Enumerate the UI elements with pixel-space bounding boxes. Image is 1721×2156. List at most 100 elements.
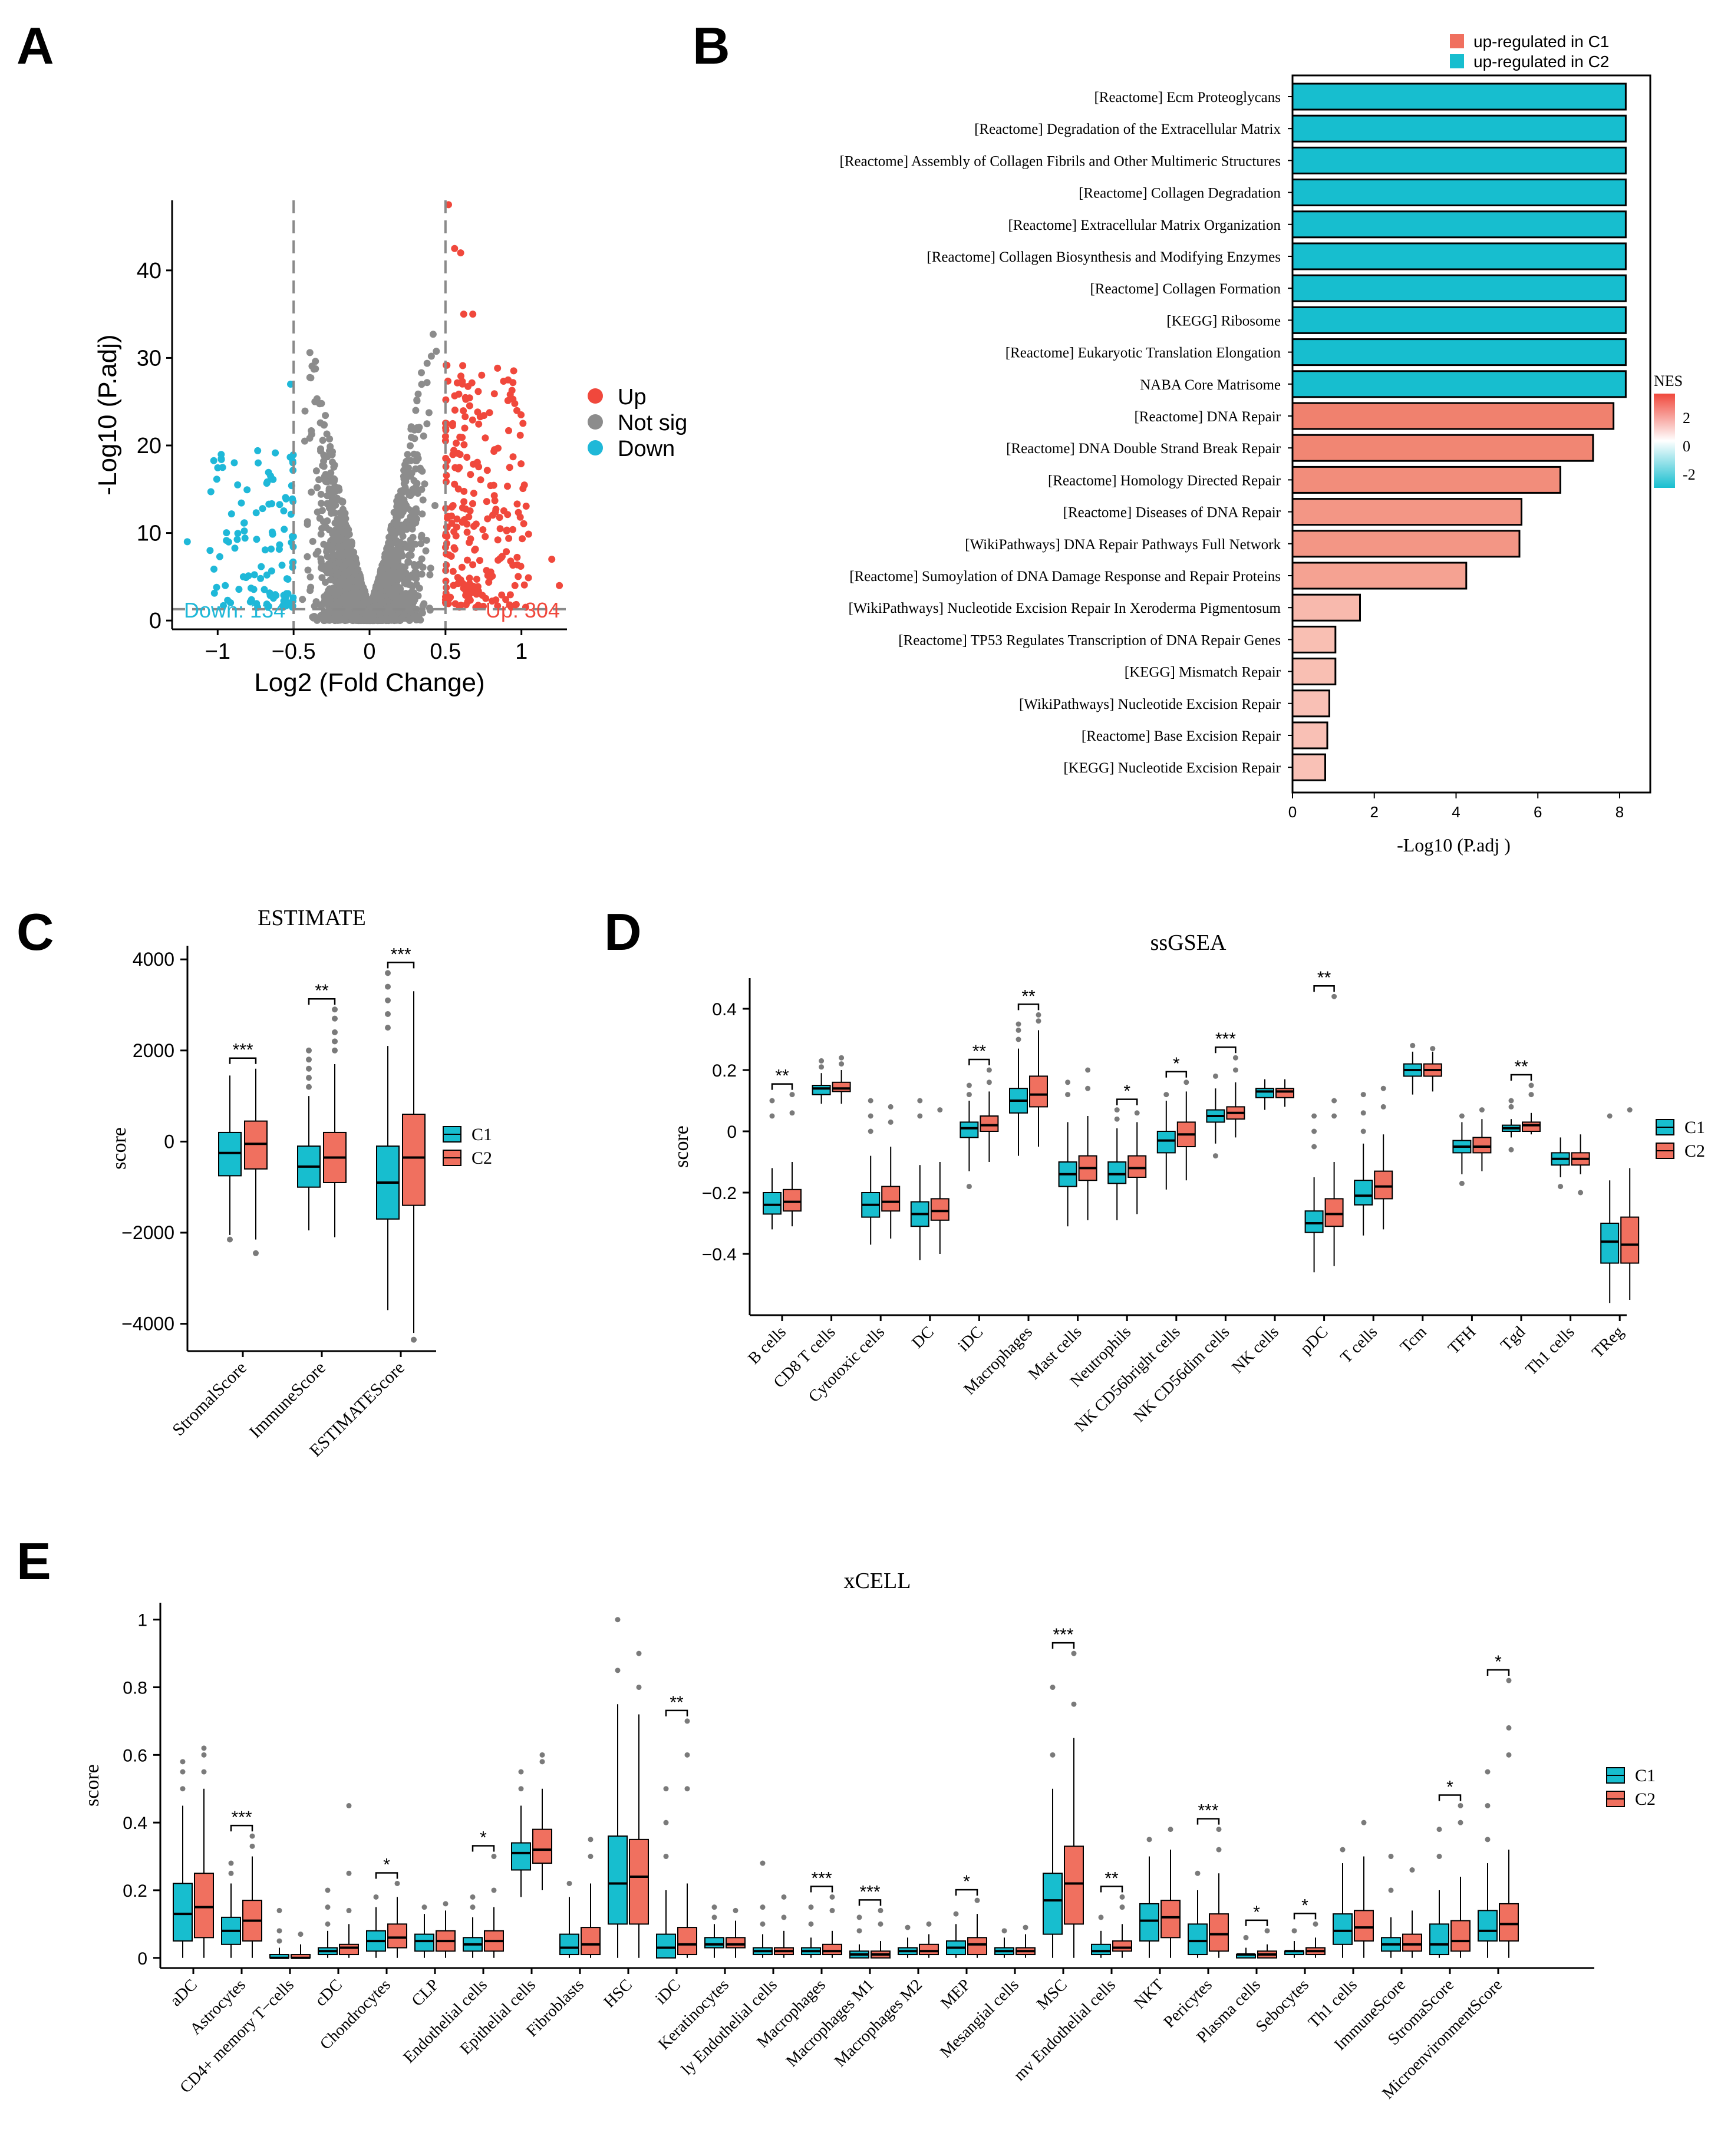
- volcano-point: [216, 553, 223, 560]
- volcano-point: [301, 407, 309, 415]
- bar-reactome-collagen-biosynthesis-and-modifying-enzymes: [1291, 242, 1627, 270]
- volcano-point: [328, 510, 335, 517]
- volcano-point: [320, 617, 328, 625]
- significance-bracket: [472, 1845, 495, 1852]
- x-tick-label: 0: [363, 639, 375, 664]
- outlier: [856, 1914, 862, 1920]
- volcano-point: [506, 591, 514, 599]
- volcano-point: [393, 503, 401, 510]
- volcano-point: [332, 609, 340, 617]
- outlier: [1528, 1082, 1534, 1088]
- volcano-point: [388, 528, 395, 536]
- legend-swatch-up-regulated-in-c1: [1450, 34, 1464, 48]
- significance-mark: **: [315, 981, 329, 1001]
- outlier: [518, 1786, 524, 1792]
- outlier: [298, 1932, 304, 1937]
- volcano-point: [405, 575, 413, 582]
- significance-mark: **: [1105, 1868, 1119, 1888]
- volcano-point: [459, 504, 466, 511]
- box-c1-pericytes: [1188, 1923, 1208, 1956]
- box-c2-cytotoxic-cells: [881, 1186, 901, 1212]
- box-c2-fibroblasts: [581, 1927, 601, 1956]
- volcano-point: [261, 586, 268, 593]
- volcano-point: [319, 518, 327, 526]
- x-tick-label: NK CD56dim cells: [1130, 1323, 1234, 1426]
- estimate-boxplot: 4000 2000 0 −2000 −4000 ESTIMATE score StromalS…: [108, 906, 492, 1461]
- volcano-point: [322, 412, 329, 420]
- volcano-point: [307, 583, 315, 591]
- volcano-point: [234, 530, 242, 537]
- volcano-point: [447, 553, 455, 560]
- volcano-point: [458, 563, 466, 571]
- outlier: [1360, 1092, 1366, 1098]
- volcano-point: [443, 533, 451, 540]
- volcano-point: [513, 500, 521, 508]
- volcano-point: [397, 487, 404, 495]
- outlier: [276, 1928, 282, 1934]
- volcano-point: [213, 476, 220, 483]
- volcano-point: [418, 369, 425, 377]
- volcano-point: [503, 548, 510, 556]
- y-tick-label: 0: [137, 1949, 147, 1969]
- outlier: [566, 1880, 572, 1886]
- outlier: [937, 1107, 943, 1113]
- volcano-point: [399, 508, 407, 516]
- volcano-point: [413, 592, 420, 599]
- box-c1-nk-cells: [1255, 1088, 1274, 1098]
- volcano-point: [382, 577, 390, 585]
- outlier: [1459, 1113, 1465, 1119]
- volcano-point: [484, 515, 492, 523]
- outlier: [615, 1617, 621, 1623]
- volcano-plot: 0 10 20 30 40 −1 −0.5 0 0.5 1 Log2 (Fold Change) -L…: [93, 200, 687, 697]
- volcano-point: [278, 562, 286, 569]
- y-axis-label: score: [671, 1125, 693, 1168]
- volcano-point: [422, 547, 430, 554]
- volcano-point: [449, 420, 456, 427]
- outlier: [663, 1820, 669, 1825]
- volcano-point: [459, 434, 466, 441]
- legend-dot-down: [588, 440, 603, 455]
- x-tick-label: B cells: [745, 1323, 790, 1368]
- pathway-label: [Reactome] Collagen Formation: [1090, 281, 1281, 297]
- outlier: [966, 1082, 972, 1088]
- box-c1-t-cells: [1354, 1180, 1373, 1206]
- volcano-point: [475, 463, 483, 471]
- volcano-point: [380, 598, 387, 606]
- outlier: [1163, 1092, 1169, 1098]
- volcano-point: [217, 451, 225, 458]
- volcano-point: [520, 581, 528, 589]
- volcano-point: [306, 573, 314, 581]
- pathway-label: [WikiPathways] Nucleotide Excision Repai…: [1019, 696, 1281, 712]
- legend-label-down: Down: [618, 437, 675, 461]
- outlier: [385, 1011, 391, 1017]
- outlier: [1388, 1854, 1394, 1860]
- volcano-point: [403, 526, 410, 533]
- volcano-point: [309, 537, 316, 545]
- outlier: [180, 1769, 186, 1775]
- legend-label-up-regulated-in-c2: up-regulated in C2: [1473, 52, 1609, 71]
- volcano-point: [472, 520, 480, 528]
- volcano-point: [318, 500, 325, 507]
- significance-bracket: [771, 1083, 793, 1090]
- outlier: [518, 1769, 524, 1775]
- volcano-point: [315, 476, 323, 484]
- volcano-point: [318, 561, 326, 569]
- volcano-point: [418, 381, 426, 388]
- outlier: [1331, 1113, 1337, 1119]
- significance-bracket: [665, 1709, 688, 1716]
- volcano-point: [375, 583, 383, 591]
- outlier: [228, 1860, 234, 1866]
- volcano-point: [352, 568, 359, 576]
- volcano-point: [454, 485, 462, 493]
- significance-bracket: [1215, 1046, 1237, 1054]
- outlier: [249, 1833, 255, 1839]
- significance-bracket: [229, 1057, 257, 1064]
- y-tick-label: 0.4: [712, 1000, 737, 1019]
- outlier: [1050, 1685, 1056, 1691]
- volcano-point: [427, 352, 435, 360]
- outlier: [180, 1759, 186, 1765]
- volcano-point: [312, 550, 320, 558]
- box-c2-pericytes: [1209, 1913, 1229, 1952]
- volcano-point: [413, 457, 420, 464]
- volcano-point: [324, 453, 331, 461]
